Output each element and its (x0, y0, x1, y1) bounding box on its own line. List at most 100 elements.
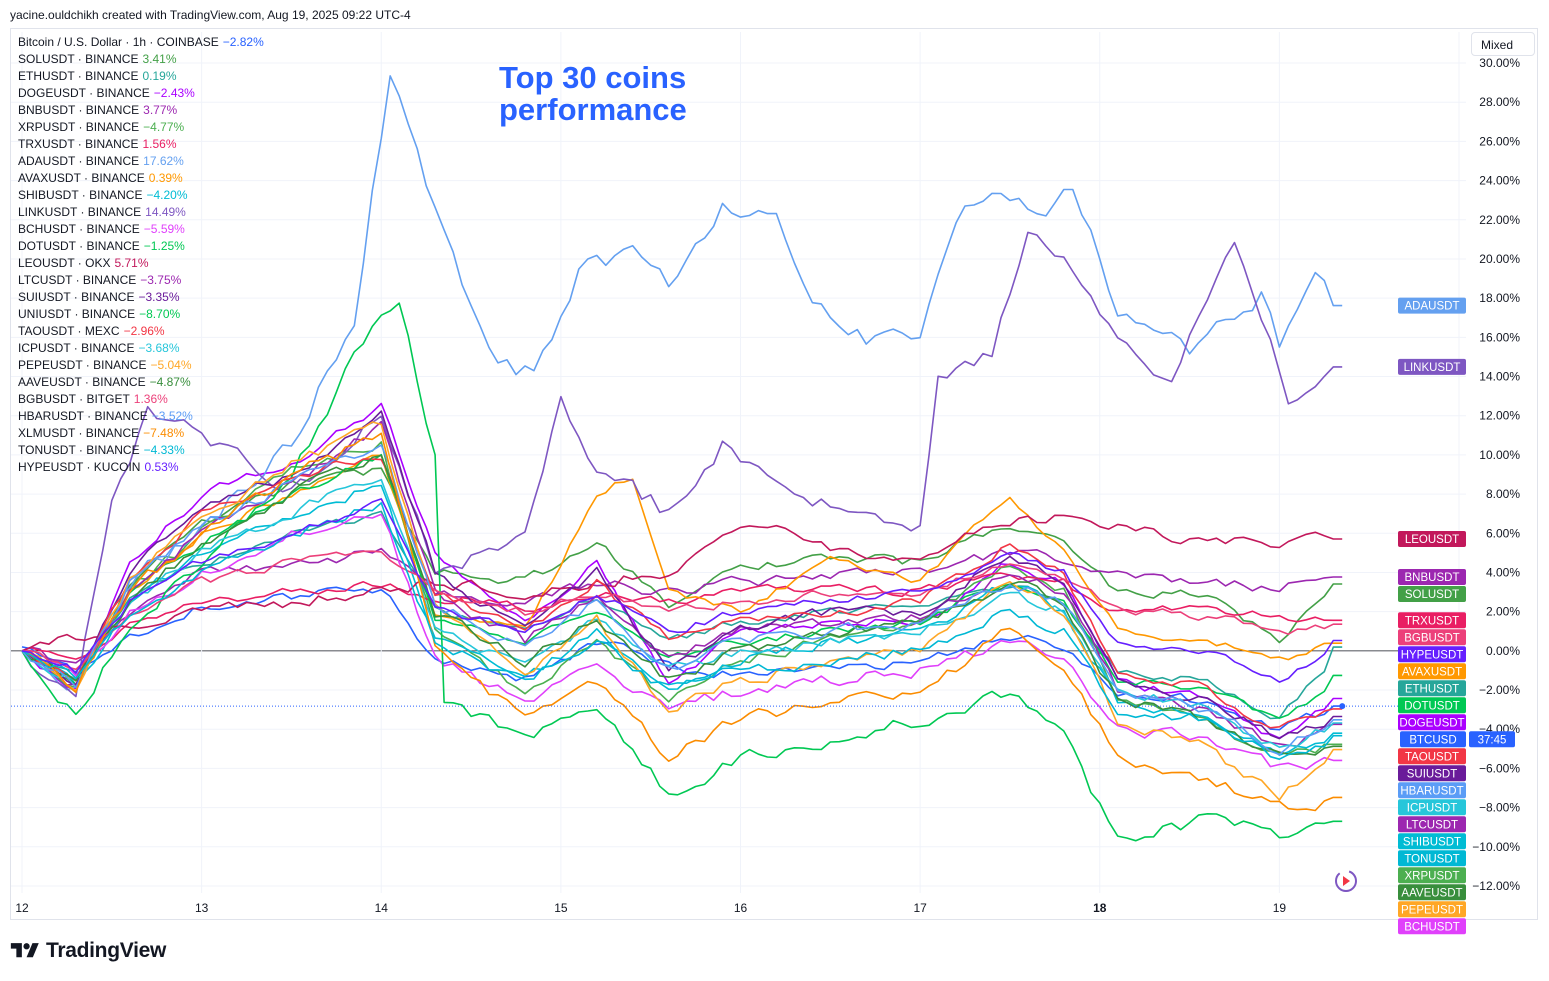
svg-text:BGBUSDT: BGBUSDT (1404, 632, 1460, 644)
legend-item-change: −3.52% (151, 409, 193, 423)
series-line-btcusd (21, 586, 1343, 731)
axis-label-solusdt: SOLUSDT (1398, 585, 1466, 602)
x-tick-label: 15 (554, 901, 568, 915)
y-tick-label: 28.00% (1479, 95, 1520, 109)
svg-text:BTCUSD: BTCUSD (1409, 734, 1456, 746)
legend-item-trxusdt[interactable]: TRXUSDT · BINANCE 1.56% (18, 136, 264, 153)
legend-item-avaxusdt[interactable]: AVAXUSDT · BINANCE 0.39% (18, 170, 264, 187)
svg-text:SUIUSDT: SUIUSDT (1407, 768, 1457, 780)
legend-item-aaveusdt[interactable]: AAVEUSDT · BINANCE −4.87% (18, 374, 264, 391)
axis-label-ethusdt: ETHUSDT (1398, 680, 1466, 697)
x-tick-label: 16 (734, 901, 748, 915)
y-tick-label: −12.00% (1472, 879, 1520, 893)
x-tick-label: 17 (913, 901, 927, 915)
legend-item-name: TRXUSDT · BINANCE (18, 137, 139, 151)
y-tick-label: −10.00% (1472, 840, 1520, 854)
legend-item-name: HBARUSDT · BINANCE (18, 409, 148, 423)
y-tick-label: −2.00% (1479, 683, 1520, 697)
legend-item-xrpusdt[interactable]: XRPUSDT · BINANCE −4.77% (18, 119, 264, 136)
scale-mode-button[interactable]: Mixed (1471, 32, 1535, 56)
svg-text:TONUSDT: TONUSDT (1404, 853, 1459, 865)
legend-item-hypeusdt[interactable]: HYPEUSDT · KUCOIN 0.53% (18, 459, 264, 476)
series-line-bnbusdt (21, 547, 1343, 664)
axis-label-xrpusdt: XRPUSDT (1398, 867, 1466, 884)
tradingview-logo-icon (10, 943, 39, 958)
legend-item-name: LTCUSDT · BINANCE (18, 273, 137, 287)
series-line-adausdt (21, 75, 1343, 691)
legend-item-change: −5.59% (143, 222, 185, 236)
series-legend: Bitcoin / U.S. Dollar · 1h · COINBASE −2.… (18, 34, 264, 476)
legend-item-change: −4.77% (143, 120, 185, 134)
legend-item-name: SUIUSDT · BINANCE (18, 290, 135, 304)
legend-item-change: −2.43% (153, 86, 195, 100)
legend-item-leousdt[interactable]: LEOUSDT · OKX 5.71% (18, 255, 264, 272)
legend-item-btcusd[interactable]: Bitcoin / U.S. Dollar · 1h · COINBASE −2.… (18, 34, 264, 51)
axis-label-trxusdt: TRXUSDT (1398, 612, 1466, 629)
axis-label-icpusdt: ICPUSDT (1398, 799, 1466, 816)
legend-item-bgbusdt[interactable]: BGBUSDT · BITGET 1.36% (18, 391, 264, 408)
legend-item-uniusdt[interactable]: UNIUSDT · BINANCE −8.70% (18, 306, 264, 323)
legend-item-hbarusdt[interactable]: HBARUSDT · BINANCE −3.52% (18, 408, 264, 425)
legend-item-linkusdt[interactable]: LINKUSDT · BINANCE 14.49% (18, 204, 264, 221)
legend-item-change: 0.39% (148, 171, 183, 185)
legend-item-shibusdt[interactable]: SHIBUSDT · BINANCE −4.20% (18, 187, 264, 204)
y-tick-label: 16.00% (1479, 330, 1520, 344)
legend-item-suiusdt[interactable]: SUIUSDT · BINANCE −3.35% (18, 289, 264, 306)
series-line-hbarusdt (21, 444, 1343, 756)
series-line-uniusdt (21, 302, 1343, 842)
y-tick-label: 14.00% (1479, 370, 1520, 384)
legend-item-change: 17.62% (143, 154, 184, 168)
axis-label-bchusdt: BCHUSDT (1398, 918, 1466, 935)
axis-label-taousdt: TAOUSDT (1398, 748, 1466, 765)
axis-label-hypeusdt: HYPEUSDT (1398, 646, 1466, 663)
y-tick-label: 22.00% (1479, 213, 1520, 227)
svg-text:SOLUSDT: SOLUSDT (1405, 589, 1459, 601)
legend-item-ethusdt[interactable]: ETHUSDT · BINANCE 0.19% (18, 68, 264, 85)
x-axis: 121314151617181920 (15, 901, 1466, 915)
svg-text:LEOUSDT: LEOUSDT (1405, 534, 1459, 546)
svg-text:DOGEUSDT: DOGEUSDT (1399, 717, 1464, 729)
axis-label-bnbusdt: BNBUSDT (1398, 568, 1466, 585)
legend-item-ltcusdt[interactable]: LTCUSDT · BINANCE −3.75% (18, 272, 264, 289)
legend-item-change: 3.77% (143, 103, 178, 117)
axis-label-shibusdt: SHIBUSDT (1398, 833, 1466, 850)
legend-item-name: ETHUSDT · BINANCE (18, 69, 139, 83)
series-line-linkusdt (21, 231, 1343, 698)
series-line-pepeusdt (21, 421, 1343, 801)
legend-item-name: Bitcoin / U.S. Dollar · 1h · COINBASE (18, 35, 219, 49)
legend-item-icpusdt[interactable]: ICPUSDT · BINANCE −3.68% (18, 340, 264, 357)
legend-item-taousdt[interactable]: TAOUSDT · MEXC −2.96% (18, 323, 264, 340)
legend-item-dogeusdt[interactable]: DOGEUSDT · BINANCE −2.43% (18, 85, 264, 102)
legend-item-change: 1.56% (142, 137, 177, 151)
legend-item-change: −2.96% (123, 324, 165, 338)
y-tick-label: 24.00% (1479, 174, 1520, 188)
legend-item-pepeusdt[interactable]: PEPEUSDT · BINANCE −5.04% (18, 357, 264, 374)
x-tick-label: 14 (375, 901, 389, 915)
legend-item-tonusdt[interactable]: TONUSDT · BINANCE −4.33% (18, 442, 264, 459)
y-tick-label: −6.00% (1479, 761, 1520, 775)
x-tick-label: 18 (1093, 901, 1107, 915)
legend-item-bchusdt[interactable]: BCHUSDT · BINANCE −5.59% (18, 221, 264, 238)
legend-item-change: −2.82% (222, 35, 264, 49)
svg-text:AAVEUSDT: AAVEUSDT (1401, 887, 1462, 899)
legend-item-dotusdt[interactable]: DOTUSDT · BINANCE −1.25% (18, 238, 264, 255)
x-tick-label: 12 (15, 901, 29, 915)
replay-icon[interactable] (1335, 870, 1357, 892)
legend-item-adausdt[interactable]: ADAUSDT · BINANCE 17.62% (18, 153, 264, 170)
legend-item-solusdt[interactable]: SOLUSDT · BINANCE 3.41% (18, 51, 264, 68)
series-line-avaxusdt (21, 454, 1343, 682)
tradingview-logo[interactable]: TradingView (10, 939, 166, 963)
chart-panel[interactable] (10, 28, 1538, 920)
legend-item-name: AAVEUSDT · BINANCE (18, 375, 146, 389)
legend-item-xlmusdt[interactable]: XLMUSDT · BINANCE −7.48% (18, 425, 264, 442)
chart-credit: yacine.ouldchikh created with TradingVie… (10, 8, 411, 22)
y-tick-label: 6.00% (1486, 526, 1520, 540)
legend-item-name: BNBUSDT · BINANCE (18, 103, 140, 117)
axis-label-adausdt: ADAUSDT (1398, 297, 1466, 314)
countdown-label: 37:45 (1469, 731, 1515, 748)
y-tick-label: 2.00% (1486, 605, 1520, 619)
tradingview-logo-text: TradingView (46, 939, 167, 962)
axis-label-tonusdt: TONUSDT (1398, 850, 1466, 867)
legend-item-bnbusdt[interactable]: BNBUSDT · BINANCE 3.77% (18, 102, 264, 119)
